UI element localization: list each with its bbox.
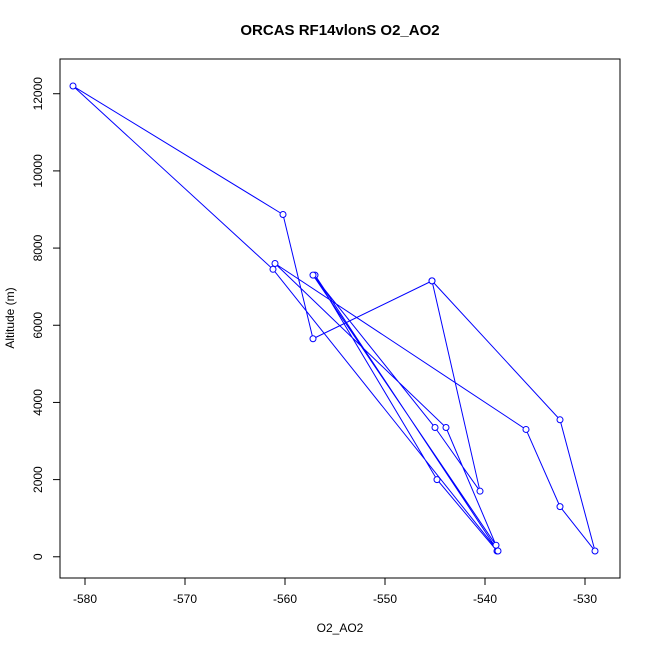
series-group (69, 82, 599, 555)
data-point (309, 335, 317, 343)
y-tick-label: 6000 (31, 312, 45, 339)
data-point (442, 424, 450, 432)
chart-title: ORCAS RF14vlonS O2_AO2 (240, 22, 439, 39)
x-axis-label: O2_AO2 (317, 621, 364, 635)
data-point (433, 476, 441, 484)
data-point (556, 503, 564, 511)
plot-frame (59, 58, 621, 579)
x-tick-label: -580 (73, 592, 97, 606)
data-point (591, 547, 599, 555)
y-tick-label: 4000 (31, 389, 45, 416)
y-axis: 0 2000 4000 6000 8000 10000 12000 (31, 77, 60, 560)
data-point (69, 82, 77, 90)
x-tick-label: -530 (573, 592, 597, 606)
data-point (271, 260, 279, 268)
data-point (476, 487, 484, 495)
y-tick-label: 8000 (31, 234, 45, 261)
x-axis: -580 -570 -560 -550 -540 -530 (73, 578, 597, 606)
y-tick-label: 0 (31, 553, 45, 560)
data-point (522, 425, 530, 433)
data-point (428, 277, 436, 285)
y-axis-label: Altitude (m) (3, 287, 17, 348)
y-tick-label: 10000 (31, 154, 45, 188)
x-tick-label: -560 (273, 592, 297, 606)
data-point (309, 271, 317, 279)
data-point (492, 541, 500, 549)
y-tick-label: 2000 (31, 466, 45, 493)
series-line (72, 85, 596, 552)
y-tick-label: 12000 (31, 77, 45, 111)
data-point (494, 547, 502, 555)
x-tick-label: -540 (473, 592, 497, 606)
data-point (269, 265, 277, 273)
x-tick-label: -550 (373, 592, 397, 606)
data-point (279, 211, 287, 219)
data-point (556, 416, 564, 424)
x-tick-label: -570 (173, 592, 197, 606)
data-point (431, 424, 439, 432)
